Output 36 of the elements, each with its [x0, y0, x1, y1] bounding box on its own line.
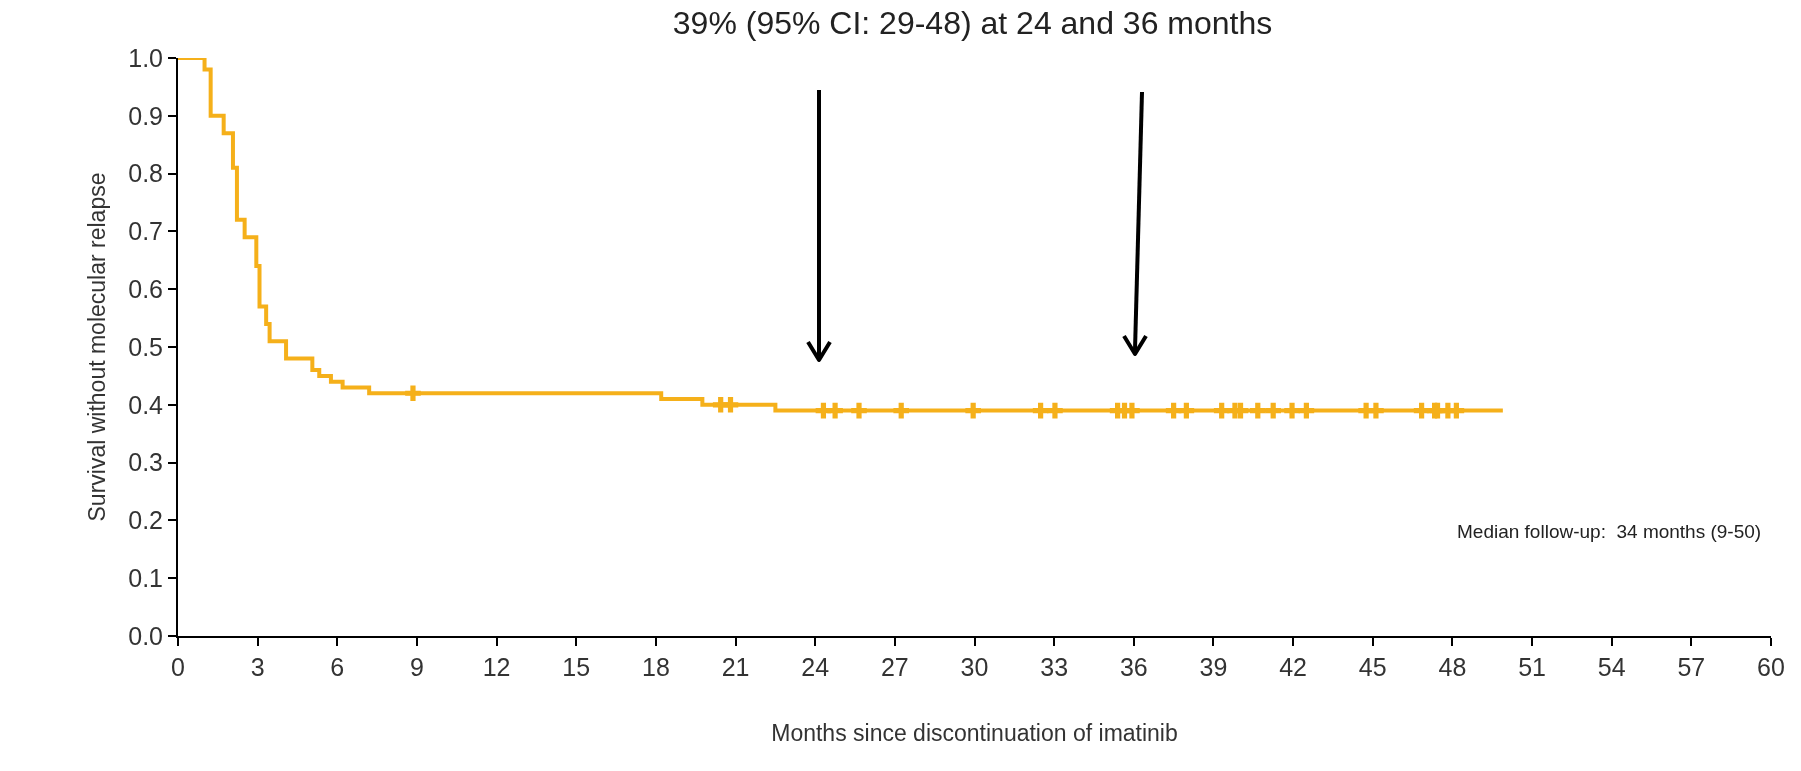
y-tick-label: 0.2: [128, 506, 163, 535]
x-tick-label: 15: [562, 653, 591, 681]
y-axis-title: Survival without molecular relapse: [84, 172, 111, 522]
x-tick-label: 24: [801, 653, 830, 681]
y-tick-label: 0.7: [128, 217, 163, 246]
x-tick-label: 39: [1199, 653, 1228, 681]
y-tick-label: 0.8: [128, 159, 163, 188]
x-tick-label: 30: [960, 653, 989, 681]
x-tick-label: 12: [482, 653, 511, 681]
y-tick-label: 0.5: [128, 332, 163, 361]
x-tick-label: 54: [1597, 653, 1626, 681]
x-tick-label: 45: [1358, 653, 1387, 681]
y-tick-label: 0.0: [128, 621, 163, 650]
y-tick-label: 0.4: [128, 390, 164, 419]
y-tick-label: 0.6: [128, 274, 163, 303]
x-tick-label: 57: [1677, 653, 1706, 681]
y-tick-label: 0.1: [128, 563, 163, 592]
y-tick-label: 0.9: [128, 101, 163, 130]
x-tick-label: 51: [1518, 653, 1546, 681]
x-tick-label: 6: [330, 653, 345, 681]
x-tick-label: 33: [1040, 653, 1069, 681]
x-axis-title: Months since discontinuation of imatinib: [771, 720, 1178, 747]
y-tick-label: 1.0: [128, 43, 163, 72]
x-tick-label: 3: [250, 653, 265, 681]
x-tick-label: 36: [1119, 653, 1148, 681]
y-tick-label: 0.3: [128, 448, 163, 477]
x-tick-label: 27: [880, 653, 909, 681]
chart-title: 39% (95% CI: 29-48) at 24 and 36 months: [672, 4, 1273, 41]
x-tick-label: 21: [721, 653, 750, 681]
x-tick-label: 48: [1438, 653, 1467, 681]
annotation: Median follow-up: 34 months (9-50): [1457, 521, 1762, 542]
x-tick-label: 60: [1757, 653, 1785, 681]
x-tick-label: 18: [641, 653, 670, 681]
x-tick-label: 0: [171, 653, 185, 681]
x-tick-label: 42: [1279, 653, 1308, 681]
x-tick-label: 9: [410, 653, 424, 681]
